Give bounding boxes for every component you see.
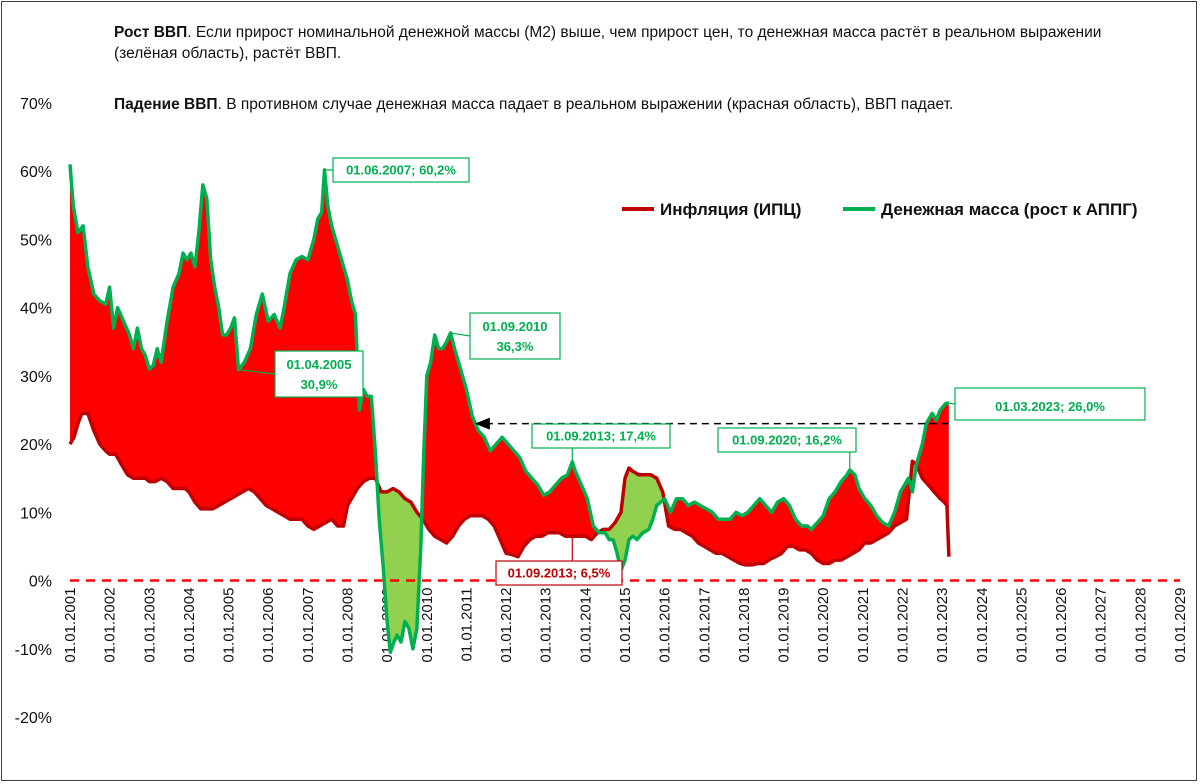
- data-callout: 01.06.2007; 60,2%: [324, 157, 470, 183]
- x-tick-label: 01.01.2013: [538, 588, 555, 663]
- x-tick-label: 01.01.2008: [340, 588, 357, 663]
- x-tick-label: 01.01.2006: [260, 588, 277, 663]
- y-tick-label: 10%: [20, 505, 52, 522]
- x-tick-label: 01.01.2015: [617, 588, 634, 663]
- x-tick-label: 01.01.2010: [419, 588, 436, 663]
- inflation-line: [68, 411, 951, 567]
- data-callout: 01.04.2005 30,9%: [238, 350, 364, 398]
- decline-note-text: . В противном случае денежная масса пада…: [217, 96, 954, 113]
- x-tick-label: 01.01.2004: [181, 588, 198, 663]
- callout-box: [274, 350, 364, 398]
- data-callout: 01.09.2013; 6,5%: [495, 536, 623, 586]
- x-tick-label: 01.01.2003: [141, 588, 158, 663]
- x-tick-label: 01.01.2019: [776, 588, 793, 663]
- x-tick-label: 01.01.2022: [895, 588, 912, 663]
- x-tick-label: 01.01.2021: [855, 588, 872, 663]
- y-tick-label: 60%: [20, 164, 52, 181]
- callout-box: [531, 423, 671, 449]
- callout-label: 01.03.2023; 26,0%: [995, 399, 1105, 414]
- data-callout: 01.09.2020; 16,2%: [717, 427, 857, 471]
- x-tick-label: 01.01.2005: [221, 588, 238, 663]
- callout-label: 01.04.2005: [286, 357, 351, 372]
- y-tick-label: 0%: [29, 574, 52, 591]
- x-tick-label: 01.01.2026: [1053, 588, 1070, 663]
- x-tick-label: 01.01.2002: [102, 588, 119, 663]
- callout-box: [954, 387, 1146, 421]
- x-tick-label: 01.01.2011: [458, 588, 475, 662]
- growth-note: Рост ВВП. Если прирост номинальной денеж…: [114, 22, 1114, 64]
- decline-note: Падение ВВП. В противном случае денежная…: [114, 94, 1114, 115]
- real-money-decline-area: [70, 164, 949, 565]
- callout-label: 01.06.2007; 60,2%: [346, 163, 456, 178]
- y-tick-label: 70%: [20, 96, 52, 113]
- growth-note-title: Рост ВВП: [114, 24, 188, 41]
- y-tick-label: 20%: [20, 437, 52, 454]
- x-tick-label: 01.01.2018: [736, 588, 753, 663]
- callout-value: 36,3%: [497, 339, 534, 354]
- y-tick-label: -20%: [15, 710, 52, 727]
- data-callout: 01.09.2010 36,3%: [450, 312, 561, 360]
- x-tick-label: 01.01.2029: [1172, 588, 1189, 663]
- x-tick-label: 01.01.2001: [62, 588, 79, 663]
- callout-label: 01.09.2010: [482, 319, 547, 334]
- callout-leader: [238, 369, 276, 375]
- decline-note-title: Падение ВВП: [114, 96, 218, 113]
- callout-label: 01.09.2013; 6,5%: [508, 566, 611, 581]
- y-tick-label: 40%: [20, 301, 52, 318]
- data-callout: 01.09.2013; 17,4%: [531, 423, 671, 462]
- x-tick-label: 01.01.2017: [696, 588, 713, 663]
- callout-box: [495, 560, 623, 586]
- x-tick-label: 01.01.2025: [1013, 588, 1030, 663]
- callout-leader: [948, 402, 956, 405]
- money-supply-line: [68, 164, 949, 654]
- callout-leader: [450, 332, 471, 337]
- x-tick-label: 01.01.2007: [300, 588, 317, 663]
- y-tick-label: 50%: [20, 232, 52, 249]
- x-tick-label: 01.01.2020: [815, 588, 832, 663]
- x-tick-label: 01.01.2016: [657, 588, 674, 663]
- callout-value: 30,9%: [301, 377, 338, 392]
- callout-label: 01.09.2020; 16,2%: [732, 433, 842, 448]
- x-tick-label: 01.01.2014: [577, 588, 594, 663]
- legend-entry: Инфляция (ИПЦ): [622, 200, 801, 219]
- callout-label: 01.09.2013; 17,4%: [546, 429, 656, 444]
- growth-note-text: . Если прирост номинальной денежной масс…: [114, 24, 1102, 62]
- legend-label: Денежная масса (рост к АППГ): [881, 200, 1138, 219]
- y-tick-label: -10%: [15, 642, 52, 659]
- callout-box: [332, 157, 470, 183]
- x-tick-label: 01.01.2028: [1132, 588, 1149, 663]
- x-tick-label: 01.01.2012: [498, 588, 515, 663]
- x-tick-label: 01.01.2023: [934, 588, 951, 663]
- data-callout: 01.03.2023; 26,0%: [948, 387, 1146, 421]
- callout-box: [717, 427, 857, 453]
- legend-label: Инфляция (ИПЦ): [660, 200, 801, 219]
- legend-entry: Денежная масса (рост к АППГ): [843, 200, 1138, 219]
- callout-box: [469, 312, 561, 360]
- y-tick-label: 30%: [20, 369, 52, 386]
- x-tick-label: 01.01.2027: [1093, 588, 1110, 663]
- x-tick-label: 01.01.2024: [974, 588, 991, 663]
